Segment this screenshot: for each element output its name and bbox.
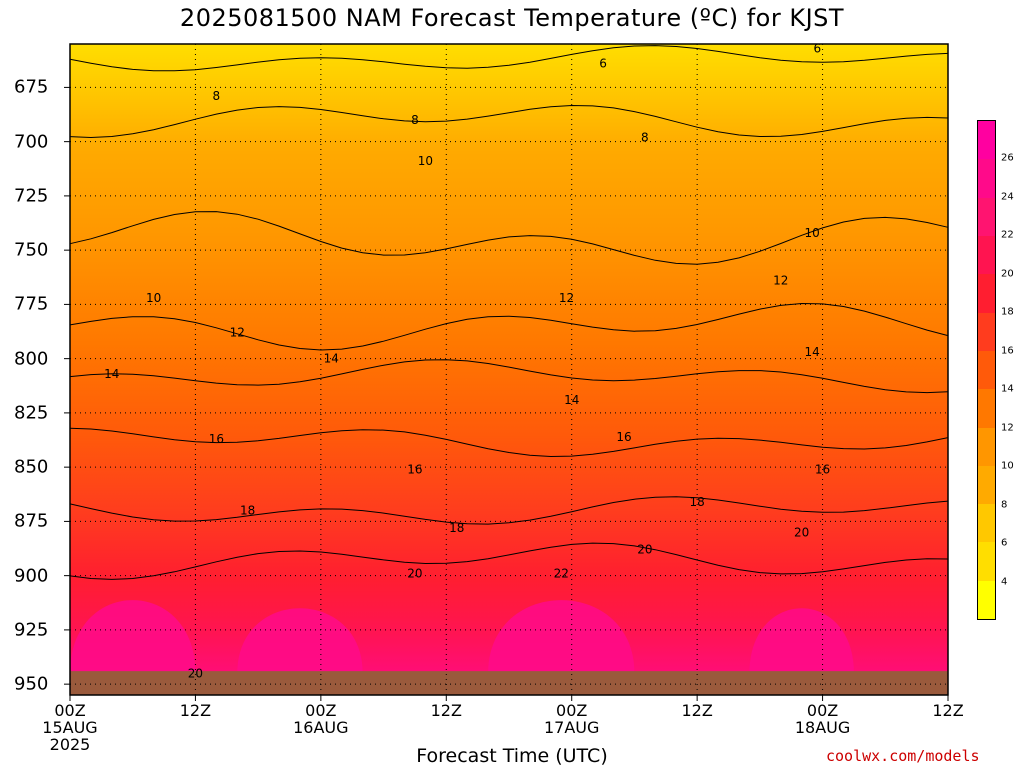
colorbar-segment bbox=[978, 427, 995, 466]
colorbar-segment bbox=[978, 159, 995, 198]
isotherm-label-15: 16 bbox=[209, 432, 224, 446]
isotherm-line-5 bbox=[69, 427, 949, 458]
x-tick-label: 00Z 15AUG 2025 bbox=[42, 701, 98, 754]
isotherm-label-20: 18 bbox=[449, 521, 464, 535]
isotherm-line-4 bbox=[69, 359, 949, 394]
isotherm-label-10: 12 bbox=[230, 326, 245, 340]
colorbar-label: 4 bbox=[1001, 576, 1008, 588]
isotherm-label-16: 16 bbox=[407, 462, 422, 476]
isotherm-label-4: 8 bbox=[641, 130, 649, 144]
colorbar-label: 8 bbox=[1001, 499, 1008, 511]
colorbar-label: 20 bbox=[1001, 268, 1014, 280]
x-axis-title: Forecast Time (UTC) bbox=[416, 745, 608, 767]
isotherm-label-17: 16 bbox=[616, 430, 631, 444]
isotherm-label-0: 6 bbox=[599, 57, 607, 71]
colorbar-label: 22 bbox=[1001, 229, 1014, 241]
terrain-layer bbox=[70, 671, 948, 695]
isotherm-label-25: 20 bbox=[188, 666, 203, 680]
colorbar-segment bbox=[978, 465, 995, 505]
colorbar-label: 16 bbox=[1001, 345, 1014, 357]
colorbar-label: 6 bbox=[1001, 537, 1008, 549]
isotherm-line-3 bbox=[69, 302, 949, 351]
plot-area: 6 6 8 8 8 10 10 10 12 12 12 14 14 14 14 16 16 16 16 18 18 18 2… bbox=[64, 41, 949, 701]
y-tick-label: 850 bbox=[14, 456, 49, 478]
isotherm-label-2: 8 bbox=[213, 89, 221, 103]
x-tick-label: 00Z 16AUG bbox=[293, 701, 349, 737]
x-tick-label: 12Z bbox=[430, 701, 462, 720]
x-tick-label: 12Z bbox=[681, 701, 713, 720]
warm-lobe-3 bbox=[749, 608, 854, 674]
y-tick-label: 825 bbox=[14, 402, 49, 424]
credit-text: coolwx.com/models bbox=[826, 747, 980, 765]
isotherm-label-1: 6 bbox=[814, 41, 822, 55]
y-tick-label: 950 bbox=[14, 673, 49, 695]
isotherm-label-3: 8 bbox=[411, 113, 419, 127]
plot-frame bbox=[69, 43, 949, 696]
colorbar-segment bbox=[978, 312, 995, 351]
isotherm-line-1 bbox=[69, 104, 949, 139]
y-tick-label: 675 bbox=[14, 76, 49, 98]
x-tick-label: 12Z bbox=[932, 701, 964, 720]
colorbar bbox=[977, 120, 996, 620]
temperature-field bbox=[70, 44, 948, 695]
colorbar-label: 26 bbox=[1001, 152, 1014, 164]
isotherm-label-14: 14 bbox=[804, 345, 819, 359]
isotherm-label-24: 20 bbox=[407, 566, 422, 580]
colorbar-label: 18 bbox=[1001, 306, 1014, 318]
isotherm-label-11: 14 bbox=[104, 367, 119, 381]
isotherm-label-22: 20 bbox=[637, 543, 652, 557]
isotherm-label-6: 10 bbox=[804, 226, 819, 240]
warm-lobe-0 bbox=[70, 600, 196, 674]
y-tick-label: 800 bbox=[14, 348, 49, 370]
y-tick-label: 750 bbox=[14, 239, 49, 261]
x-tick-label: 12Z bbox=[179, 701, 212, 720]
colorbar-segment bbox=[978, 197, 995, 236]
colorbar-label: 10 bbox=[1001, 460, 1014, 472]
isotherm-label-5: 10 bbox=[418, 154, 433, 168]
colorbar-segment bbox=[978, 542, 995, 581]
y-tick-label: 925 bbox=[14, 619, 49, 641]
colorbar-label: 24 bbox=[1001, 191, 1014, 203]
isotherm-label-9: 12 bbox=[773, 274, 788, 288]
colorbar-segment bbox=[978, 274, 995, 313]
isotherm-label-13: 14 bbox=[564, 393, 579, 407]
isotherm-line-0 bbox=[69, 45, 949, 72]
y-tick-label: 900 bbox=[14, 565, 49, 587]
colorbar-segment bbox=[978, 580, 995, 619]
y-tick-label: 700 bbox=[14, 131, 49, 153]
isotherm-label-18: 16 bbox=[815, 462, 830, 476]
isotherm-label-21: 18 bbox=[690, 495, 705, 509]
colorbar-segment bbox=[978, 121, 995, 160]
y-tick-label: 775 bbox=[14, 293, 49, 315]
colorbar-segment bbox=[978, 350, 995, 390]
isotherm-line-2 bbox=[69, 211, 949, 265]
isotherm-line-7 bbox=[69, 542, 949, 580]
x-tick-label: 00Z 18AUG bbox=[794, 701, 851, 737]
isotherm-label-26: 22 bbox=[554, 566, 569, 580]
warm-lobe-2 bbox=[488, 600, 635, 674]
colorbar-segment bbox=[978, 235, 995, 275]
y-tick-label: 875 bbox=[14, 510, 49, 532]
chart-title: 2025081500 NAM Forecast Temperature (ºC)… bbox=[179, 4, 845, 32]
colorbar-segment bbox=[978, 504, 995, 543]
isotherm-label-12: 14 bbox=[324, 352, 339, 366]
x-tick-label: 00Z 17AUG bbox=[543, 701, 600, 737]
isotherm-line-6 bbox=[69, 496, 949, 525]
isotherm-label-19: 18 bbox=[240, 504, 255, 518]
isotherm-label-8: 12 bbox=[559, 291, 574, 305]
colorbar-segment bbox=[978, 389, 995, 428]
isotherm-label-7: 10 bbox=[146, 291, 161, 305]
y-tick-label: 725 bbox=[14, 185, 49, 207]
warm-lobe-1 bbox=[237, 608, 363, 674]
colorbar-label: 12 bbox=[1001, 422, 1014, 434]
colorbar-label: 14 bbox=[1001, 383, 1014, 395]
isotherm-label-23: 20 bbox=[794, 525, 809, 539]
